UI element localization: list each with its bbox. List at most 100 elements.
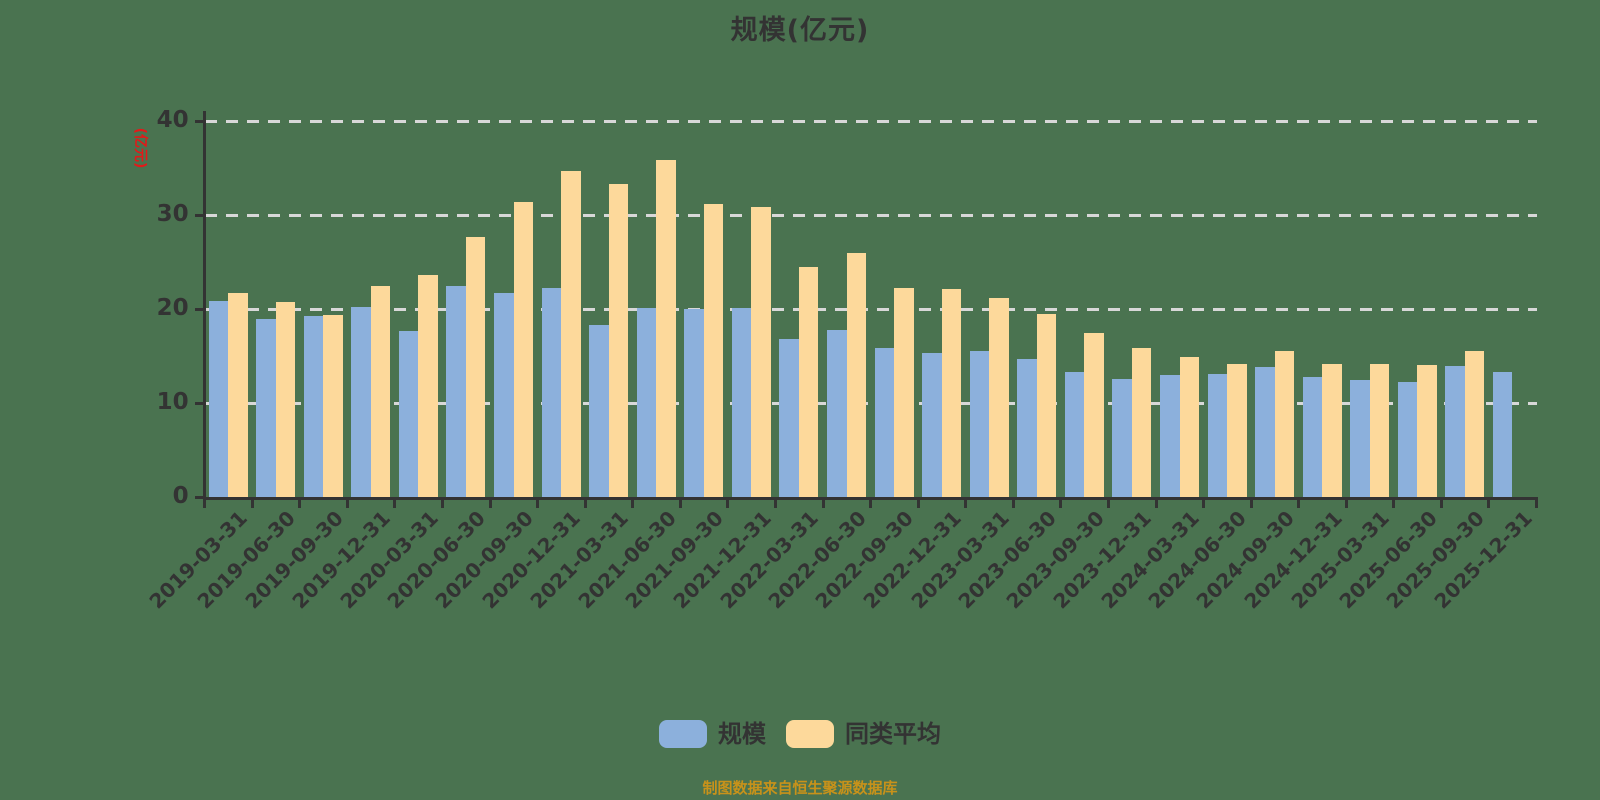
bar-average-2020-06-30[interactable] bbox=[465, 236, 486, 497]
x-tick bbox=[488, 500, 492, 508]
bar-average-2025-03-31[interactable] bbox=[1369, 364, 1390, 497]
x-tick bbox=[1439, 500, 1443, 508]
bar-scale-2023-09-30[interactable] bbox=[1064, 371, 1085, 497]
x-tick bbox=[1297, 500, 1301, 508]
gridline-10 bbox=[204, 401, 1537, 405]
bar-average-2024-06-30[interactable] bbox=[1227, 363, 1247, 497]
bar-average-2019-03-31[interactable] bbox=[228, 293, 248, 497]
bar-average-2021-12-31[interactable] bbox=[751, 207, 771, 497]
x-tick bbox=[869, 500, 873, 508]
bar-average-2022-09-30[interactable] bbox=[894, 288, 914, 497]
bar-average-2024-09-30[interactable] bbox=[1274, 351, 1295, 497]
bar-scale-2022-12-31[interactable] bbox=[922, 353, 942, 497]
x-tick bbox=[1535, 500, 1539, 508]
bar-scale-2023-06-30[interactable] bbox=[1017, 358, 1037, 497]
y-tick-label: 10 bbox=[156, 389, 189, 415]
y-tick bbox=[194, 213, 205, 217]
x-tick bbox=[1249, 500, 1253, 508]
x-tick bbox=[1344, 500, 1348, 508]
bar-scale-2020-12-31[interactable] bbox=[541, 288, 562, 497]
x-tick bbox=[1202, 500, 1206, 508]
bar-scale-2019-03-31[interactable] bbox=[208, 300, 229, 497]
bar-scale-2025-03-31[interactable] bbox=[1350, 380, 1370, 497]
x-tick bbox=[1154, 500, 1158, 508]
bar-scale-2021-09-30[interactable] bbox=[684, 309, 704, 497]
bar-average-2024-03-31[interactable] bbox=[1179, 356, 1199, 497]
x-tick bbox=[250, 500, 254, 508]
bar-average-2024-12-31[interactable] bbox=[1322, 363, 1342, 497]
bar-average-2025-09-30[interactable] bbox=[1464, 351, 1485, 497]
bar-average-2023-09-30[interactable] bbox=[1084, 332, 1104, 497]
x-tick bbox=[1392, 500, 1396, 508]
bar-scale-2025-09-30[interactable] bbox=[1445, 366, 1465, 497]
legend: 规模 同类平均 bbox=[0, 720, 1600, 748]
data-source-note: 制图数据来自恒生聚源数据库 bbox=[702, 779, 898, 797]
legend-swatch-scale bbox=[659, 720, 707, 748]
x-tick bbox=[821, 500, 825, 508]
bar-scale-2021-12-31[interactable] bbox=[731, 308, 752, 497]
x-tick bbox=[203, 500, 207, 508]
bar-scale-2019-09-30[interactable] bbox=[303, 315, 324, 497]
y-tick bbox=[194, 307, 205, 311]
bar-average-2021-06-30[interactable] bbox=[656, 159, 676, 497]
bar-average-2019-09-30[interactable] bbox=[323, 314, 343, 497]
bar-average-2019-06-30[interactable] bbox=[275, 302, 296, 497]
chart-title: 规模(亿元) bbox=[730, 15, 870, 46]
bar-average-2022-03-31[interactable] bbox=[798, 266, 819, 497]
x-tick bbox=[916, 500, 920, 508]
bar-scale-2021-06-30[interactable] bbox=[636, 308, 657, 497]
y-tick bbox=[194, 495, 205, 499]
bar-average-2019-12-31[interactable] bbox=[370, 286, 391, 497]
y-tick-label: 0 bbox=[172, 483, 189, 509]
x-tick bbox=[1059, 500, 1063, 508]
gridline-30 bbox=[204, 213, 1537, 217]
bar-scale-2021-03-31[interactable] bbox=[589, 324, 609, 497]
bar-average-2020-12-31[interactable] bbox=[561, 170, 581, 497]
x-tick bbox=[773, 500, 777, 508]
bar-average-2020-03-31[interactable] bbox=[418, 275, 438, 497]
bar-average-2025-06-30[interactable] bbox=[1417, 365, 1437, 497]
bar-scale-2025-06-30[interactable] bbox=[1397, 382, 1418, 497]
x-tick bbox=[726, 500, 730, 508]
bar-average-2021-09-30[interactable] bbox=[703, 203, 724, 497]
y-tick-label: 40 bbox=[156, 107, 189, 133]
bar-scale-2019-06-30[interactable] bbox=[256, 319, 276, 497]
y-tick-label: 20 bbox=[156, 295, 189, 321]
legend-label-average: 同类平均 bbox=[845, 720, 941, 748]
bar-average-2023-06-30[interactable] bbox=[1036, 313, 1057, 497]
bar-scale-2022-06-30[interactable] bbox=[827, 329, 847, 497]
bar-scale-2022-03-31[interactable] bbox=[779, 339, 799, 497]
legend-item-average[interactable]: 同类平均 bbox=[786, 720, 941, 748]
x-axis-line bbox=[203, 497, 1539, 500]
bar-average-2023-03-31[interactable] bbox=[989, 297, 1009, 497]
x-tick bbox=[440, 500, 444, 508]
bar-scale-2023-12-31[interactable] bbox=[1112, 378, 1132, 497]
x-tick bbox=[678, 500, 682, 508]
x-tick bbox=[393, 500, 397, 508]
bar-scale-2022-09-30[interactable] bbox=[874, 348, 895, 497]
legend-item-scale[interactable]: 规模 bbox=[659, 720, 766, 748]
x-tick bbox=[1011, 500, 1015, 508]
bar-scale-2023-03-31[interactable] bbox=[969, 351, 990, 497]
x-tick bbox=[583, 500, 587, 508]
bar-average-2022-12-31[interactable] bbox=[941, 289, 962, 497]
gridline-40 bbox=[204, 119, 1537, 123]
bar-scale-2024-12-31[interactable] bbox=[1302, 376, 1323, 497]
bar-scale-2024-06-30[interactable] bbox=[1207, 373, 1228, 497]
bar-scale-2019-12-31[interactable] bbox=[351, 307, 371, 497]
bar-scale-2020-09-30[interactable] bbox=[494, 293, 514, 497]
legend-swatch-average bbox=[786, 720, 834, 748]
bar-scale-2025-12-31[interactable] bbox=[1492, 371, 1513, 497]
bar-average-2022-06-30[interactable] bbox=[846, 252, 866, 497]
bar-average-2023-12-31[interactable] bbox=[1131, 347, 1152, 497]
bar-scale-2024-09-30[interactable] bbox=[1255, 367, 1275, 497]
x-tick bbox=[964, 500, 968, 508]
bar-scale-2024-03-31[interactable] bbox=[1160, 374, 1180, 497]
bar-scale-2020-06-30[interactable] bbox=[446, 286, 466, 497]
bar-average-2021-03-31[interactable] bbox=[608, 183, 629, 497]
bar-scale-2020-03-31[interactable] bbox=[398, 330, 419, 497]
legend-label-scale: 规模 bbox=[718, 720, 766, 748]
bar-average-2020-09-30[interactable] bbox=[513, 201, 534, 497]
